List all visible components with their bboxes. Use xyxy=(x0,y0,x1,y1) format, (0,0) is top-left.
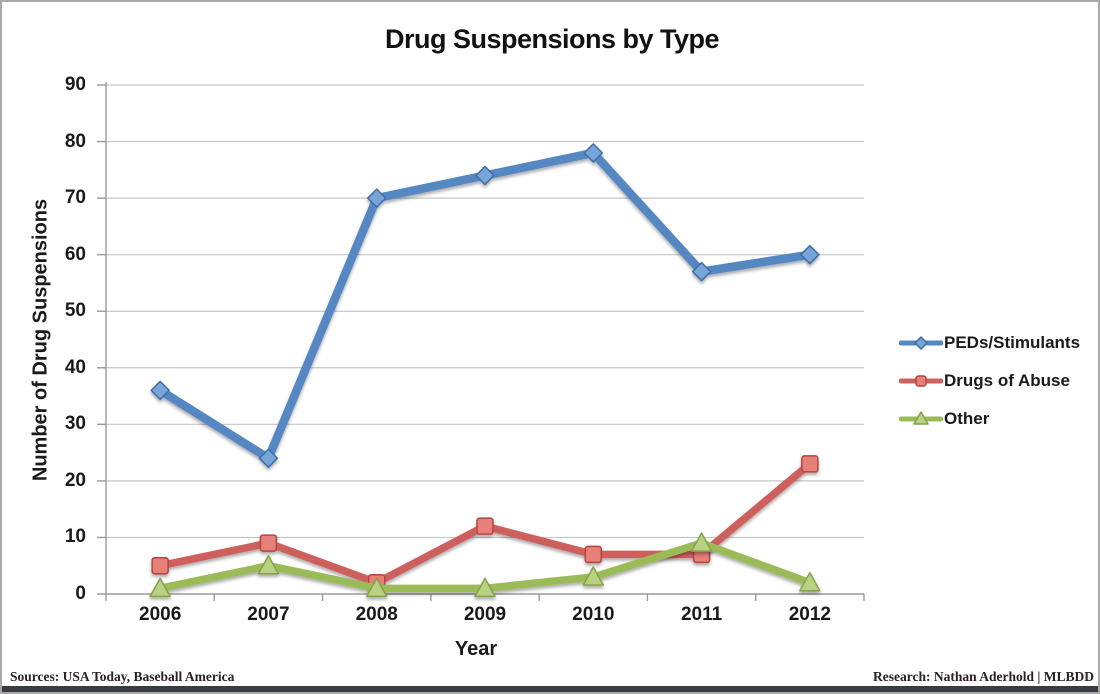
x-tick-label: 2012 xyxy=(788,604,831,625)
y-tick-label: 80 xyxy=(64,130,86,152)
legend-label: Drugs of Abuse xyxy=(944,371,1070,390)
y-tick-label: 30 xyxy=(64,413,86,435)
data-point-marker xyxy=(584,545,603,564)
x-tick-label: 2007 xyxy=(247,604,290,625)
series-peds-stimulants xyxy=(150,143,820,469)
y-tick-label: 40 xyxy=(64,356,86,378)
x-tick-label: 2010 xyxy=(572,604,615,625)
data-point-marker xyxy=(799,571,821,592)
data-point-marker xyxy=(913,411,929,425)
y-tick-label: 70 xyxy=(64,187,86,209)
data-point-marker xyxy=(475,165,495,186)
footer-research-text: Research: Nathan Aderhold | MLBDD xyxy=(873,669,1094,684)
data-point-marker xyxy=(582,566,605,586)
data-point-marker xyxy=(365,577,388,598)
x-axis-title: Year xyxy=(454,638,498,660)
data-point-marker xyxy=(151,556,169,575)
y-tick-label: 50 xyxy=(64,300,86,322)
chart-title: Drug Suspensions by Type xyxy=(384,24,720,54)
legend-label: Other xyxy=(944,409,990,428)
data-point-marker xyxy=(914,336,928,350)
legend-triangle-swatch-icon xyxy=(899,411,943,425)
legend-item-other: Other xyxy=(899,400,1080,438)
x-tick-label: 2008 xyxy=(355,604,398,625)
y-axis-title: Number of Drug Suspensions xyxy=(29,198,52,482)
series-other xyxy=(149,532,821,598)
data-point-marker xyxy=(801,455,819,473)
legend-item-peds-stimulants: PEDs/Stimulants xyxy=(899,324,1080,362)
data-point-marker xyxy=(691,261,712,282)
x-tick-label: 2011 xyxy=(680,604,723,625)
data-point-marker xyxy=(690,532,713,552)
data-point-marker xyxy=(259,534,278,552)
x-tick-label: 2009 xyxy=(463,604,507,625)
y-tick-label: 60 xyxy=(64,243,86,265)
legend-label: PEDs/Stimulants xyxy=(944,333,1081,352)
footer-bar xyxy=(2,686,1098,692)
data-point-marker xyxy=(583,143,604,163)
legend-item-drugs-of-abuse: Drugs of Abuse xyxy=(899,362,1080,400)
chart-legend: PEDs/Stimulants Drugs of Abuse Other xyxy=(899,324,1080,438)
x-tick-label: 2006 xyxy=(139,604,182,625)
legend-square-swatch-icon xyxy=(899,375,943,387)
y-tick-label: 90 xyxy=(64,74,86,95)
data-point-marker xyxy=(800,244,820,265)
data-point-marker xyxy=(257,554,280,575)
series-drugs-of-abuse xyxy=(151,455,819,592)
y-tick-label: 20 xyxy=(64,469,86,491)
data-point-marker xyxy=(476,517,494,535)
data-point-marker xyxy=(366,188,387,208)
data-point-marker xyxy=(150,380,170,401)
data-point-marker xyxy=(915,375,927,387)
footer-sources-text: Sources: USA Today, Baseball America xyxy=(10,669,235,684)
data-point-marker xyxy=(258,448,279,469)
y-tick-label: 10 xyxy=(64,526,86,548)
legend-diamond-swatch-icon xyxy=(899,336,943,350)
data-point-marker xyxy=(149,577,171,598)
y-tick-label: 0 xyxy=(75,583,86,604)
footer: Sources: USA Today, Baseball America Res… xyxy=(2,666,1098,686)
data-point-marker xyxy=(474,577,496,598)
